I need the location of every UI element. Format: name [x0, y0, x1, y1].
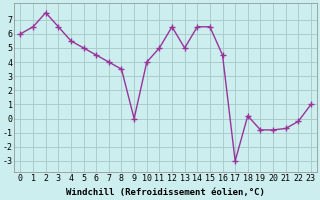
X-axis label: Windchill (Refroidissement éolien,°C): Windchill (Refroidissement éolien,°C): [66, 188, 265, 197]
